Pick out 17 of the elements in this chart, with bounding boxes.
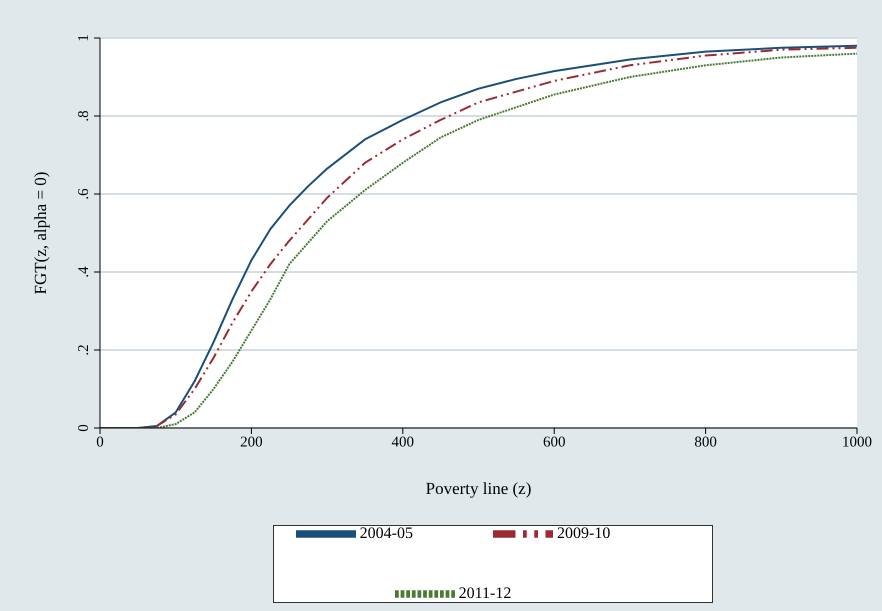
legend-label: 2009-10 (557, 524, 610, 542)
x-tick-label: 1000 (842, 434, 872, 451)
y-tick-label: .8 (76, 110, 92, 122)
x-axis-title: Poverty line (z) (426, 479, 532, 498)
y-tick-label: 0 (76, 424, 92, 432)
y-axis-title: FGT(z, alpha = 0) (31, 172, 50, 294)
x-tick-label: 0 (96, 434, 104, 451)
x-tick-label: 400 (392, 434, 414, 451)
y-tick-label: .4 (76, 266, 92, 278)
x-tick-label: 600 (542, 434, 566, 451)
legend-label: 2011-12 (458, 584, 512, 602)
legend-label: 2004-05 (360, 524, 413, 542)
x-tick-label: 200 (240, 434, 263, 451)
y-tick-label: .6 (76, 188, 92, 200)
x-tick-label: 800 (694, 434, 717, 451)
y-tick-label: .2 (76, 344, 92, 356)
y-tick-label: 1 (76, 34, 92, 42)
